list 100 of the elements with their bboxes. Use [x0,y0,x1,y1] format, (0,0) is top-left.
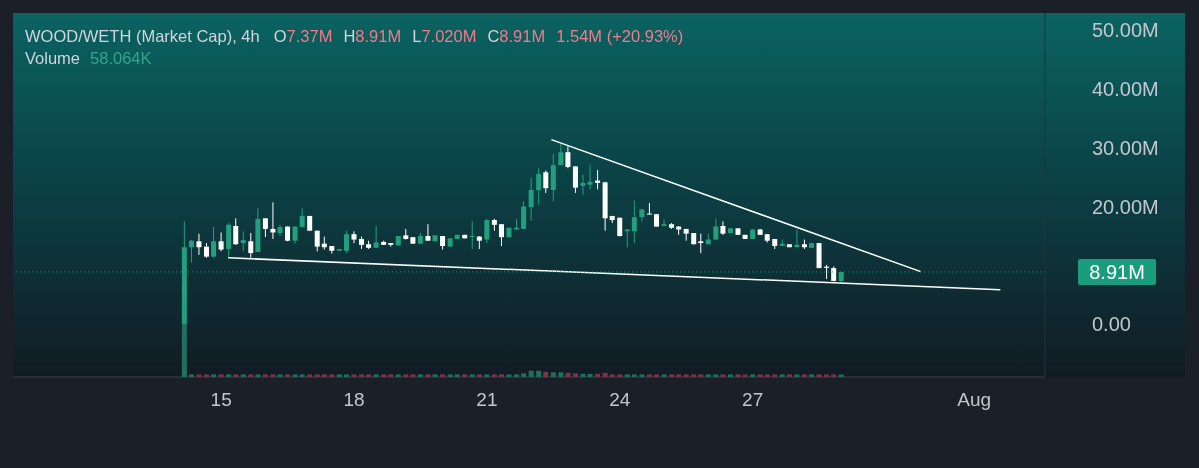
bar [476,374,482,377]
bar [742,374,748,377]
bar [683,374,689,377]
bar [351,374,357,377]
bar [801,374,807,377]
candlestick [565,145,571,169]
bar [373,374,379,377]
x-tick-label: 15 [210,388,232,410]
bar [617,374,623,377]
candlestick [521,200,527,230]
bar [388,374,394,377]
bar [506,374,512,377]
bar [580,373,586,377]
candlestick [587,164,593,190]
bar [779,374,785,377]
bar [425,374,431,377]
candlestick [351,230,357,244]
bar [307,374,313,377]
bar [536,370,542,377]
bar [750,374,756,377]
bar [285,374,291,377]
bar [277,374,283,377]
bar [255,374,261,377]
bar [661,374,667,377]
bar [329,374,335,377]
bar [786,374,792,377]
annotation: O [273,27,287,45]
bar [521,373,527,377]
bar [403,374,409,377]
y-tick-label: 40.00M [1092,77,1159,100]
annotation: Volume [25,49,81,67]
bar [824,374,830,377]
bar [366,374,372,377]
bar [381,374,387,377]
bar [248,374,254,377]
bar [543,371,549,377]
bar [595,373,601,377]
bar [395,374,401,377]
bar [188,374,194,377]
candlestick [218,231,224,252]
bar [447,374,453,377]
bar [639,374,645,377]
bar [491,374,497,377]
bar [572,373,578,377]
bar [809,374,815,377]
y-tick-label: 0.00 [1092,313,1131,336]
bar [691,374,697,377]
bar [816,374,822,377]
bar [226,374,232,377]
bar [262,374,268,377]
candlestick [580,174,586,196]
bar [499,374,504,377]
bar [609,374,615,377]
bar [587,373,593,377]
annotation: 58.064K [90,49,152,67]
bar [469,374,475,377]
annotation: L [412,27,422,45]
candlestick [343,230,349,254]
bar [218,374,224,377]
bar [698,374,704,377]
bar [669,374,675,377]
bar [676,374,682,377]
x-tick-label: 24 [609,388,631,410]
candlestick [543,170,549,194]
bar [794,374,800,377]
bar [735,374,741,377]
bar [720,374,726,377]
bar [211,374,217,377]
candlestick [631,200,637,244]
candlestick [572,165,578,194]
bar [432,374,438,377]
x-tick-label: 18 [343,388,365,410]
bar [565,372,571,377]
y-tick-label: 30.00M [1092,136,1159,159]
bar [410,374,416,377]
bar [462,374,468,377]
x-tick-label: Aug [957,388,992,410]
bar [270,374,276,377]
bar [514,374,520,377]
bar [240,374,246,377]
bar [440,374,446,377]
bar [528,370,534,377]
candlestick [277,224,283,237]
candlestick [240,230,246,252]
candlestick [373,225,379,249]
annotation: 8.91M [499,27,546,45]
bar [359,374,365,377]
annotation: C [487,27,500,45]
bar [764,374,770,377]
candlestick [484,218,490,244]
candlestick [498,223,504,247]
bar [602,372,608,377]
candlestick [425,223,431,242]
bar [314,374,320,377]
candlestick [646,202,652,215]
bar [299,374,305,377]
bar [646,374,652,377]
bar [454,374,460,377]
bar [654,374,660,377]
x-tick-label: 21 [476,388,498,410]
